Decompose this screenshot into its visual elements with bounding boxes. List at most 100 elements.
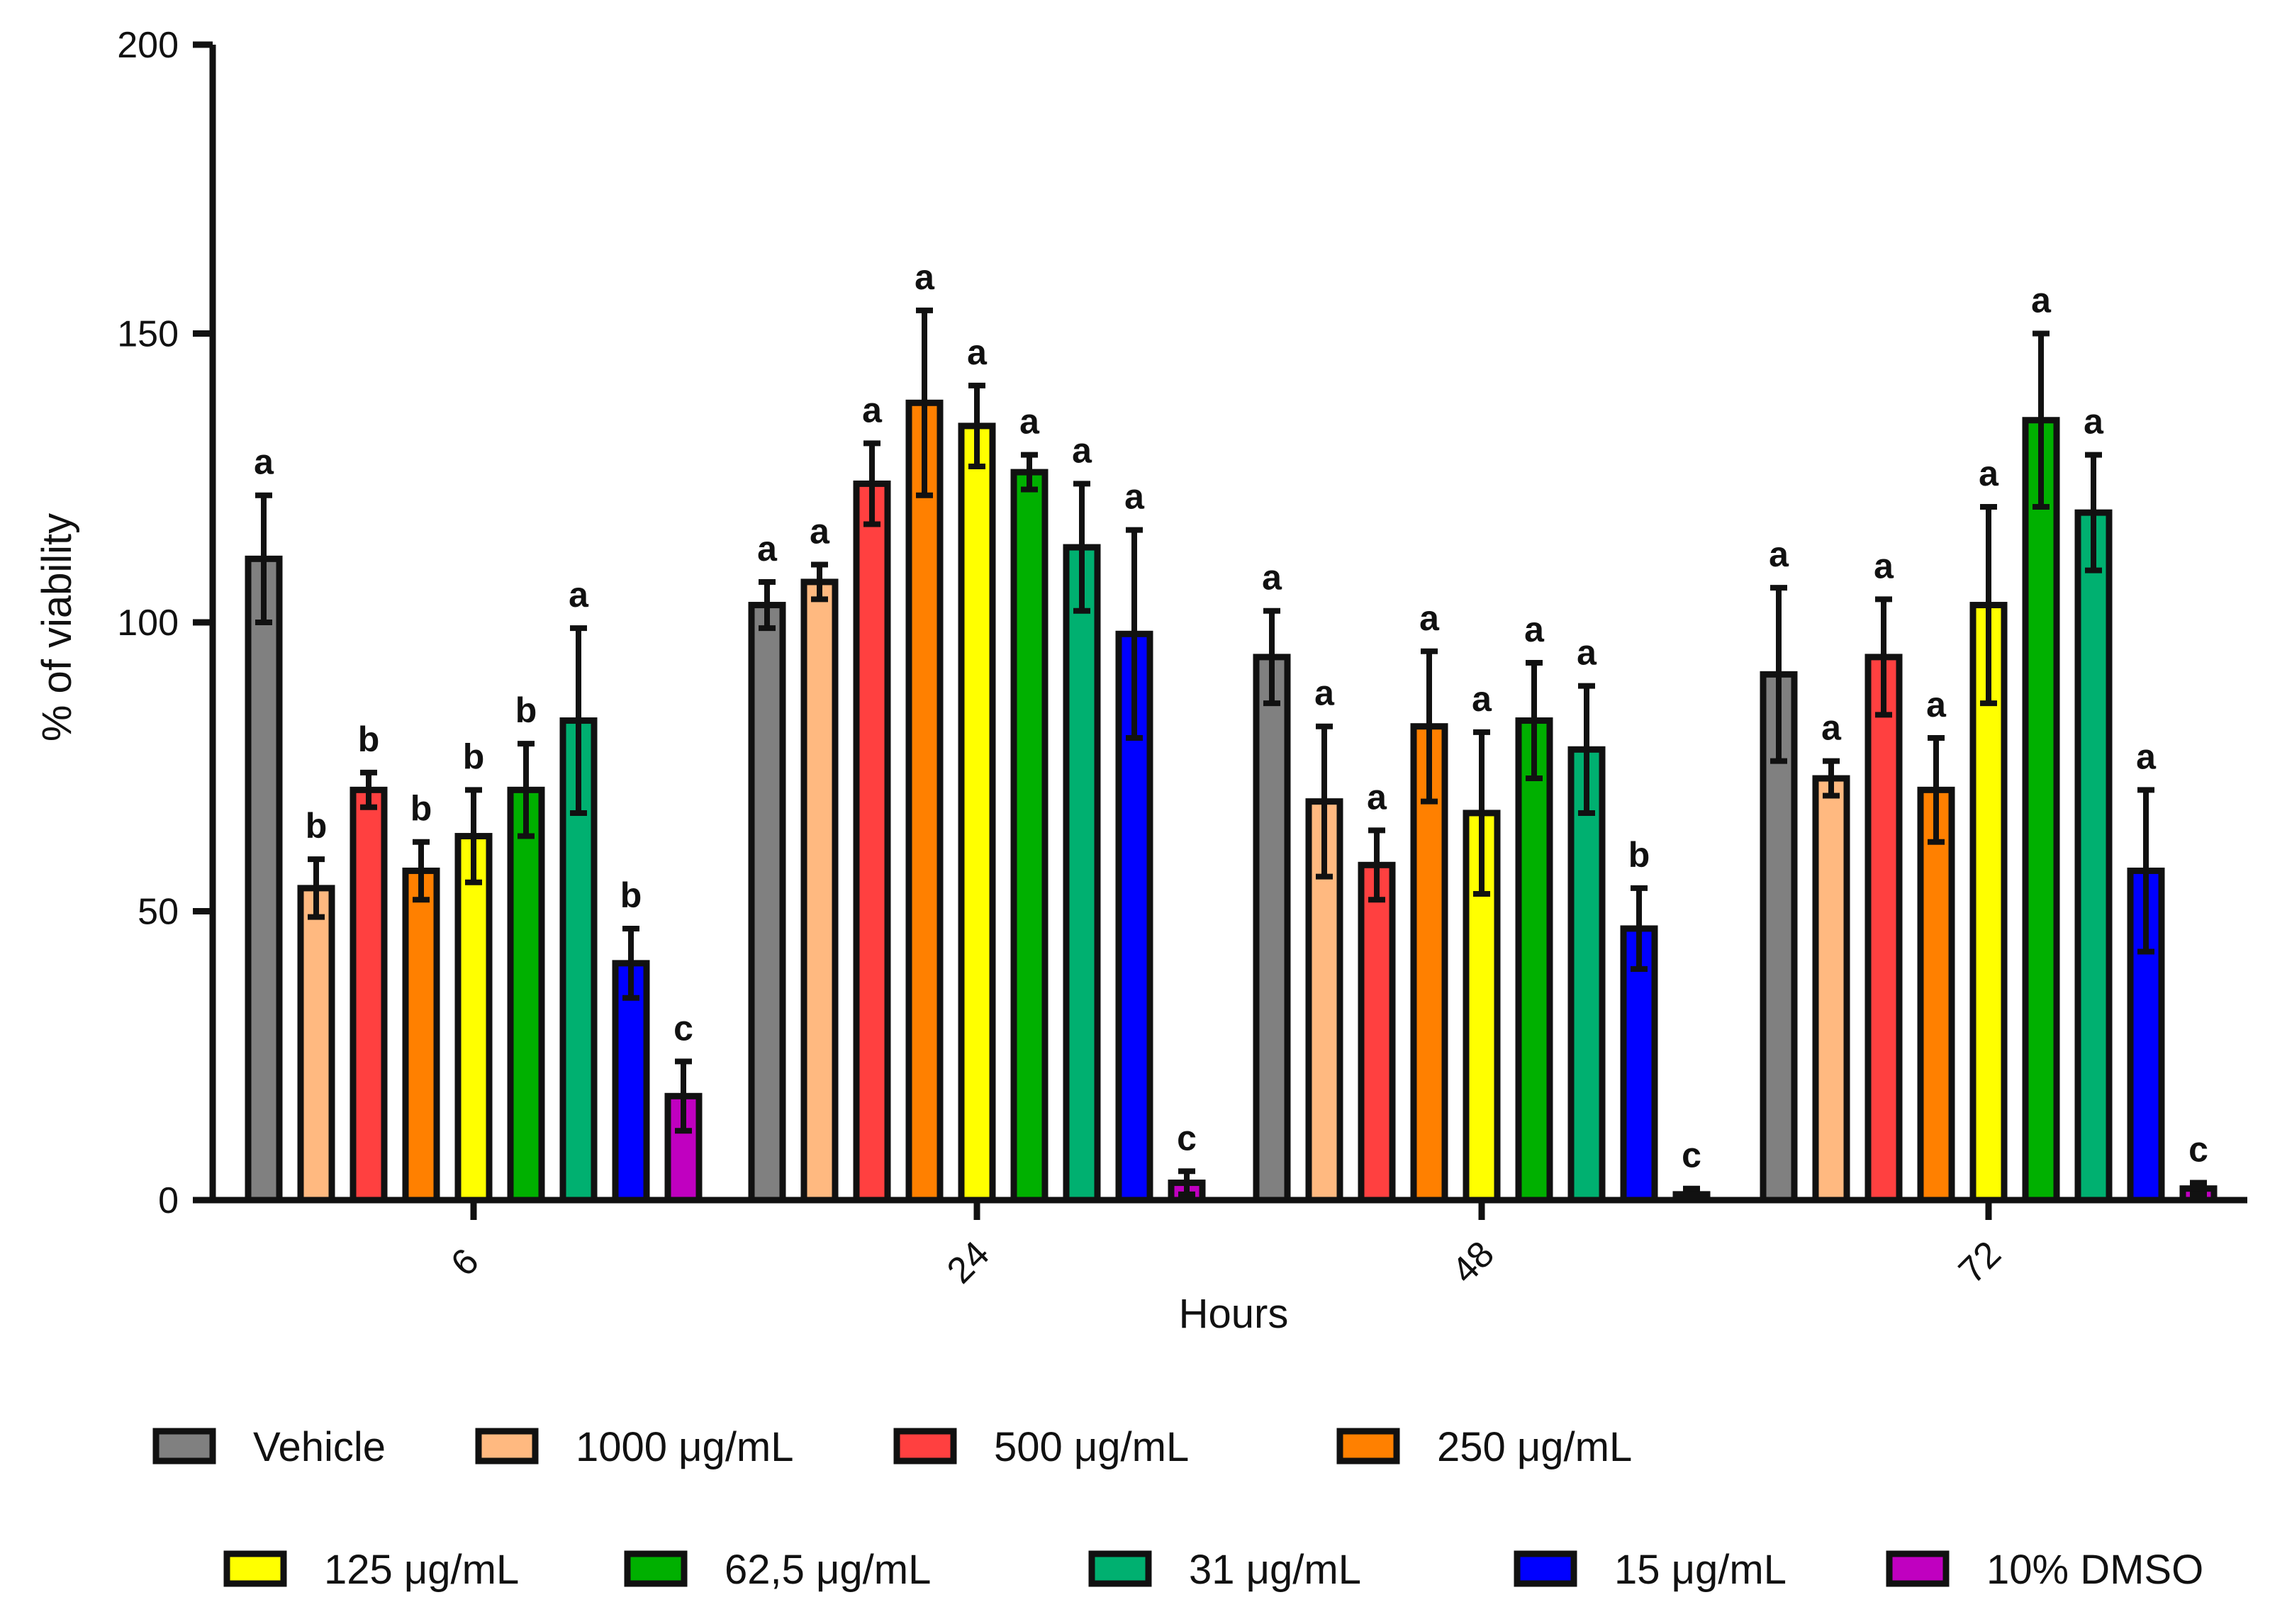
bar bbox=[800, 578, 839, 1204]
legend-item: Vehicle bbox=[152, 1424, 386, 1470]
legend-swatch bbox=[1088, 1550, 1152, 1587]
legend-label: 125 μg/mL bbox=[324, 1547, 519, 1593]
legend-label: 1000 μg/mL bbox=[576, 1424, 794, 1470]
x-tick-label: 24 bbox=[939, 1233, 997, 1292]
significance-letter: a bbox=[967, 332, 988, 372]
bar bbox=[1010, 469, 1049, 1204]
bar bbox=[507, 786, 545, 1204]
bar bbox=[1812, 775, 1850, 1204]
significance-letter: b bbox=[1628, 835, 1650, 875]
bar bbox=[1515, 717, 1553, 1204]
significance-letter: a bbox=[1926, 685, 1947, 724]
significance-letter: c bbox=[673, 1008, 693, 1048]
legend-label: 62,5 μg/mL bbox=[725, 1547, 931, 1593]
bar bbox=[958, 422, 996, 1204]
significance-letter: a bbox=[569, 575, 589, 615]
legend-item: 250 μg/mL bbox=[1336, 1424, 1632, 1470]
significance-letter: a bbox=[1821, 708, 1842, 748]
legend-item: 500 μg/mL bbox=[893, 1424, 1189, 1470]
significance-letter: a bbox=[810, 512, 830, 551]
legend-swatch bbox=[1514, 1550, 1577, 1587]
significance-letter: a bbox=[1124, 477, 1145, 517]
legend-label: 250 μg/mL bbox=[1437, 1424, 1632, 1470]
legend-label: 31 μg/mL bbox=[1189, 1547, 1361, 1593]
legend-item: 31 μg/mL bbox=[1088, 1547, 1361, 1593]
y-tick-label: 0 bbox=[158, 1180, 179, 1221]
bar bbox=[1567, 746, 1606, 1204]
significance-letter: b bbox=[515, 690, 537, 730]
y-tick-label: 150 bbox=[117, 314, 179, 355]
legend-item: 1000 μg/mL bbox=[475, 1424, 794, 1470]
x-tick-label: 48 bbox=[1444, 1233, 1502, 1292]
bar bbox=[1358, 861, 1396, 1204]
x-tick-label: 72 bbox=[1951, 1233, 2009, 1292]
legend-swatch bbox=[152, 1428, 216, 1465]
legend-label: Vehicle bbox=[253, 1424, 386, 1470]
significance-letter: a bbox=[254, 442, 274, 482]
legend-item: 10% DMSO bbox=[1886, 1547, 2203, 1593]
legend: Vehicle 1000 μg/mL 500 μg/mL 250 μg/mL 125 μ… bbox=[152, 1424, 2203, 1593]
significance-letter: b bbox=[620, 875, 642, 915]
bar bbox=[905, 399, 944, 1204]
significance-letter: a bbox=[1419, 598, 1440, 638]
bar bbox=[1063, 544, 1101, 1204]
significance-letter: b bbox=[410, 789, 432, 829]
significance-letter: a bbox=[1367, 777, 1387, 817]
legend-swatch bbox=[1336, 1428, 1400, 1465]
y-axis-title: % of viability bbox=[34, 513, 80, 741]
legend-item: 62,5 μg/mL bbox=[624, 1547, 931, 1593]
y-tick-label: 200 bbox=[117, 25, 179, 66]
bar bbox=[454, 833, 493, 1204]
significance-letter: c bbox=[1682, 1136, 1701, 1175]
significance-letter: a bbox=[1577, 633, 1597, 673]
legend-swatch bbox=[223, 1550, 287, 1587]
legend-label: 500 μg/mL bbox=[994, 1424, 1189, 1470]
significance-letter: a bbox=[2084, 402, 2104, 442]
bar bbox=[297, 885, 335, 1204]
bar bbox=[1864, 654, 1903, 1204]
legend-label: 15 μg/mL bbox=[1614, 1547, 1787, 1593]
legend-item: 125 μg/mL bbox=[223, 1547, 519, 1593]
significance-letter: a bbox=[1072, 430, 1092, 470]
legend-label: 10% DMSO bbox=[1986, 1547, 2203, 1593]
bar bbox=[853, 480, 891, 1204]
significance-letter: a bbox=[1979, 454, 1999, 493]
bar bbox=[748, 602, 786, 1204]
legend-swatch bbox=[475, 1428, 539, 1465]
bar bbox=[350, 786, 388, 1204]
x-axis-title: Hours bbox=[1179, 1291, 1289, 1337]
x-tick-label: 6 bbox=[443, 1241, 486, 1284]
bar bbox=[1253, 654, 1291, 1204]
significance-letter: a bbox=[757, 529, 778, 569]
legend-swatch bbox=[893, 1428, 957, 1465]
significance-letter: b bbox=[306, 806, 328, 846]
y-tick-label: 50 bbox=[138, 892, 179, 933]
significance-letter: b bbox=[463, 737, 485, 776]
significance-letter: a bbox=[1314, 673, 1335, 713]
legend-swatch bbox=[1886, 1550, 1950, 1587]
bar bbox=[402, 867, 440, 1204]
significance-letter: a bbox=[1019, 402, 1040, 442]
legend-swatch bbox=[624, 1550, 688, 1587]
bar bbox=[2022, 417, 2060, 1204]
significance-letter: a bbox=[1769, 534, 1789, 574]
significance-letter: a bbox=[862, 390, 883, 430]
significance-letter: a bbox=[1524, 610, 1545, 649]
significance-letter: b bbox=[358, 719, 380, 759]
significance-letter: a bbox=[1472, 679, 1492, 719]
significance-letter: c bbox=[1177, 1118, 1197, 1158]
significance-letter: a bbox=[1874, 546, 1894, 586]
significance-letter: a bbox=[1262, 558, 1282, 598]
bar bbox=[245, 555, 283, 1204]
bar bbox=[2074, 509, 2113, 1204]
significance-letter: a bbox=[2031, 281, 2052, 320]
bar bbox=[1917, 786, 1955, 1204]
y-tick-label: 100 bbox=[117, 603, 179, 644]
legend-item: 15 μg/mL bbox=[1514, 1547, 1787, 1593]
significance-letter: c bbox=[2188, 1130, 2208, 1170]
significance-letter: a bbox=[2136, 737, 2157, 776]
significance-letter: a bbox=[915, 257, 935, 297]
